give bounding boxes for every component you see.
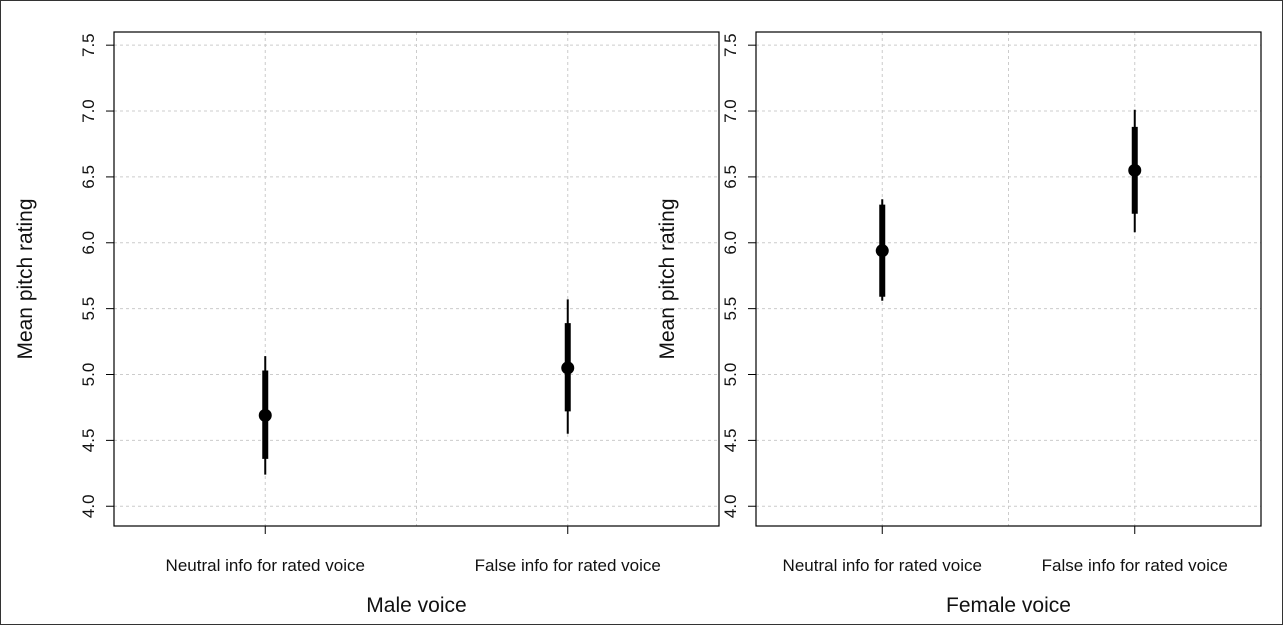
y-tick-label: 6.5 bbox=[79, 165, 98, 189]
y-tick-label: 5.5 bbox=[79, 297, 98, 321]
x-axis-title: Female voice bbox=[946, 594, 1071, 617]
x-category-label: Neutral info for rated voice bbox=[783, 556, 982, 575]
y-tick-label: 5.0 bbox=[79, 363, 98, 387]
plot-frame bbox=[113, 31, 720, 527]
y-axis-title: Mean pitch rating bbox=[656, 198, 679, 359]
mean-point bbox=[258, 408, 272, 422]
y-tick-label: 7.0 bbox=[79, 99, 98, 123]
y-tick-label: 5.0 bbox=[721, 363, 740, 387]
y-tick-label: 4.0 bbox=[721, 494, 740, 518]
x-category-label: Neutral info for rated voice bbox=[166, 556, 365, 575]
x-category-label: False info for rated voice bbox=[475, 556, 661, 575]
y-tick-label: 4.5 bbox=[79, 429, 98, 453]
y-tick-label: 7.5 bbox=[721, 33, 740, 57]
y-tick-label: 6.0 bbox=[79, 231, 98, 255]
y-tick-label: 6.0 bbox=[721, 231, 740, 255]
y-tick-label: 4.5 bbox=[721, 429, 740, 453]
plot-frame bbox=[755, 31, 1262, 527]
y-tick-label: 7.5 bbox=[79, 33, 98, 57]
y-tick-label: 4.0 bbox=[79, 494, 98, 518]
x-axis-title: Male voice bbox=[366, 594, 466, 617]
mean-point bbox=[561, 361, 575, 375]
mean-point bbox=[1128, 163, 1142, 177]
mean-point bbox=[875, 244, 889, 258]
x-category-label: False info for rated voice bbox=[1042, 556, 1228, 575]
y-axis-title: Mean pitch rating bbox=[14, 198, 37, 359]
y-tick-label: 7.0 bbox=[721, 99, 740, 123]
y-tick-label: 5.5 bbox=[721, 297, 740, 321]
y-tick-label: 6.5 bbox=[721, 165, 740, 189]
